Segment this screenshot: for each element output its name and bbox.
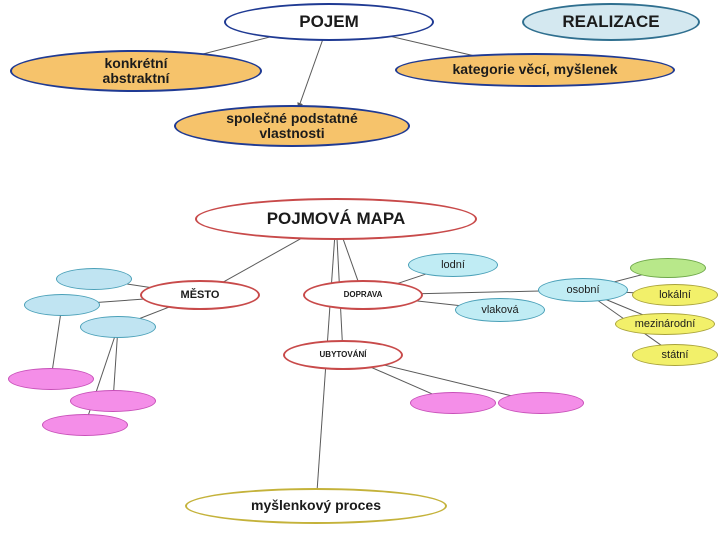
node-b3 xyxy=(80,316,156,338)
node-mapa: POJMOVÁ MAPA xyxy=(195,198,477,240)
node-m1 xyxy=(8,368,94,390)
node-statni: státní xyxy=(632,344,718,366)
node-osobni: osobní xyxy=(538,278,628,302)
node-pojem: POJEM xyxy=(224,3,434,41)
node-vlakova: vlaková xyxy=(455,298,545,322)
node-ubyt: UBYTOVÁNÍ xyxy=(283,340,403,370)
node-doprava: DOPRAVA xyxy=(303,280,423,310)
node-lokalni: lokální xyxy=(632,284,718,306)
node-mezin: mezinárodní xyxy=(615,313,715,335)
node-m5 xyxy=(498,392,584,414)
node-kategorie: kategorie věcí, myšlenek xyxy=(395,53,675,87)
node-m2 xyxy=(70,390,156,412)
node-m3 xyxy=(42,414,128,436)
node-mesto: MĚSTO xyxy=(140,280,260,310)
node-m4 xyxy=(410,392,496,414)
node-proces: myšlenkový proces xyxy=(185,488,447,524)
node-b2 xyxy=(24,294,100,316)
node-lodni: lodní xyxy=(408,253,498,277)
node-realizace: REALIZACE xyxy=(522,3,700,41)
node-b1 xyxy=(56,268,132,290)
node-g1 xyxy=(630,258,706,278)
node-konkretni: konkrétní abstraktní xyxy=(10,50,262,92)
node-spolecne: společné podstatné vlastnosti xyxy=(174,105,410,147)
